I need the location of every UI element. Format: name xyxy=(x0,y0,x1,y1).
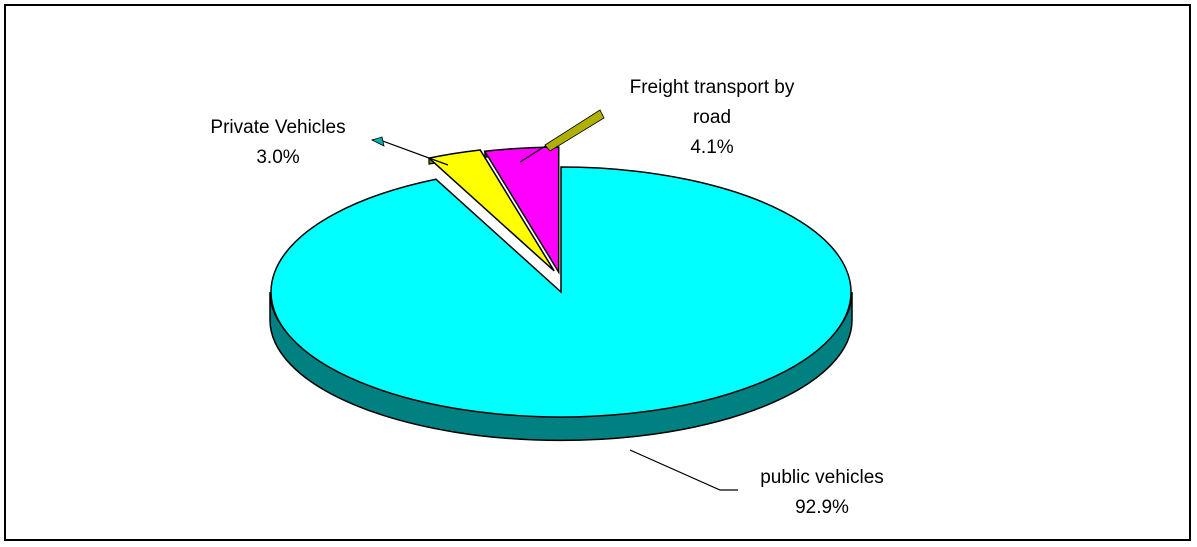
label-freight-line1: Freight transport by xyxy=(630,77,795,98)
value-public-vehicles: 92.9% xyxy=(795,497,849,518)
slice-freight-transport xyxy=(483,146,560,275)
label-freight-line2: road xyxy=(693,107,731,128)
label-private-vehicles: Private Vehicles xyxy=(210,117,345,138)
private-leader-tab xyxy=(370,136,385,147)
leader-line-public xyxy=(629,449,738,491)
label-public-vehicles: public vehicles xyxy=(760,467,884,488)
value-private-vehicles: 3.0% xyxy=(256,147,299,168)
slice-public-vehicles xyxy=(270,166,852,418)
freight-leader-tab xyxy=(544,109,605,152)
value-freight: 4.1% xyxy=(690,137,733,158)
